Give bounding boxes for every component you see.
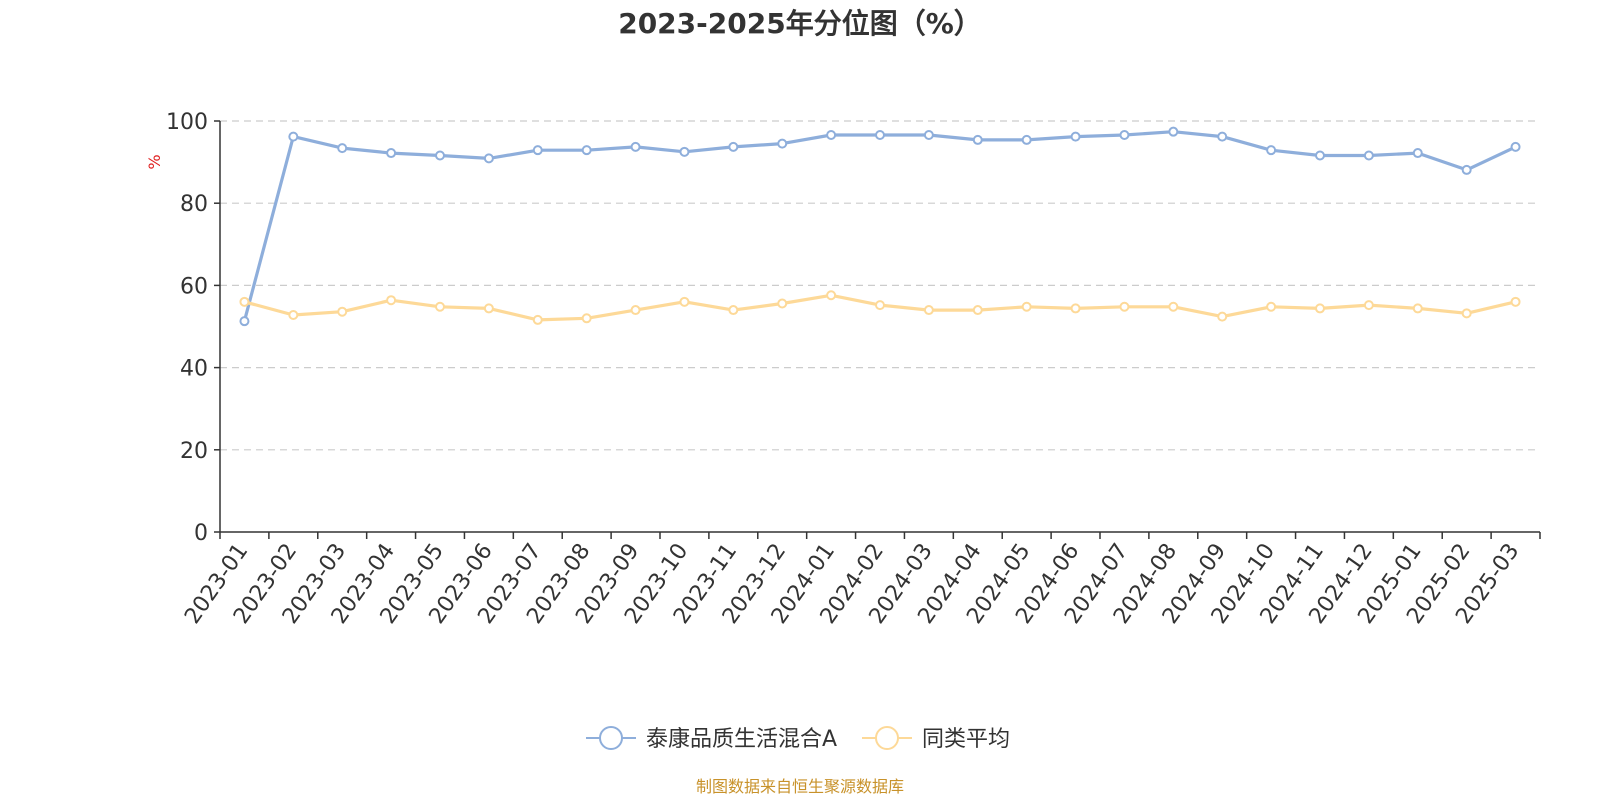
data-point: [581, 313, 592, 324]
gridlines: [220, 120, 1540, 451]
data-point: [1119, 301, 1130, 312]
data-point: [483, 303, 494, 314]
data-point: [1217, 131, 1228, 142]
data-point: [923, 305, 934, 316]
data-point: [483, 153, 494, 164]
legend-marker: [599, 726, 623, 750]
data-point: [1315, 150, 1325, 161]
data-point: [777, 298, 788, 309]
data-point: [1461, 164, 1472, 175]
x-tick-labels: 2023-012023-022023-032023-042023-052023-…: [180, 539, 1524, 629]
data-point: [1070, 303, 1081, 314]
data-point: [532, 145, 543, 156]
legend-item: 同类平均: [862, 726, 1010, 752]
y-tick-label: 100: [166, 110, 208, 135]
data-point: [239, 296, 250, 307]
data-point: [630, 141, 641, 152]
chart-title: 2023-2025年分位图（%）: [618, 7, 982, 40]
data-point: [826, 290, 837, 301]
data-point: [875, 129, 885, 140]
y-tick-label: 60: [180, 274, 208, 299]
source-note: 制图数据来自恒生聚源数据库: [696, 777, 904, 796]
data-point: [1315, 303, 1325, 314]
data-point: [532, 314, 543, 325]
data-point: [1168, 126, 1179, 137]
data-point: [1070, 131, 1081, 142]
legend-marker: [875, 726, 899, 750]
data-point: [581, 145, 592, 156]
data-point: [1510, 141, 1521, 152]
y-tick-label: 0: [194, 521, 208, 546]
data-point: [1412, 148, 1423, 159]
data-point: [435, 150, 445, 161]
data-point: [239, 316, 250, 327]
data-point: [630, 305, 641, 316]
legend-item: 泰康品质生活混合A: [586, 726, 837, 752]
data-point: [679, 296, 690, 307]
data-point: [1021, 134, 1032, 145]
data-point: [386, 148, 397, 159]
data-point: [1266, 301, 1277, 312]
y-tick-label: 80: [180, 192, 208, 217]
data-point: [1461, 308, 1472, 319]
data-point: [728, 141, 739, 152]
legend-label: 同类平均: [922, 727, 1010, 752]
legend-label: 泰康品质生活混合A: [646, 727, 837, 752]
series-group: [239, 290, 1521, 325]
y-tick-label: 40: [180, 357, 208, 382]
data-point: [288, 309, 299, 320]
y-tick-labels: 0 20 40 60 80 100: [166, 110, 208, 546]
data-point: [923, 129, 934, 140]
data-point: [386, 295, 397, 306]
legend: 泰康品质生活混合A 同类平均: [586, 726, 1010, 752]
data-point: [288, 131, 299, 142]
data-point: [777, 138, 788, 149]
data-point: [337, 306, 348, 317]
data-point: [1363, 300, 1374, 311]
data-point: [679, 146, 690, 157]
data-point: [1510, 296, 1521, 307]
y-tick-label: 20: [180, 439, 208, 464]
data-point: [1363, 150, 1374, 161]
series-layer: [239, 126, 1521, 327]
y-axis-label: %: [145, 154, 164, 169]
data-point: [728, 305, 739, 316]
data-point: [1021, 301, 1032, 312]
series-group: [239, 126, 1521, 327]
axes: [214, 120, 1541, 539]
data-point: [1119, 129, 1130, 140]
data-point: [972, 134, 983, 145]
data-point: [1412, 303, 1423, 314]
data-point: [1217, 311, 1228, 322]
series-line: [242, 130, 1517, 322]
data-point: [1266, 145, 1277, 156]
data-point: [972, 305, 983, 316]
data-point: [826, 129, 837, 140]
data-point: [337, 143, 348, 154]
data-point: [1168, 301, 1179, 312]
data-point: [435, 301, 445, 312]
data-point: [875, 300, 885, 311]
